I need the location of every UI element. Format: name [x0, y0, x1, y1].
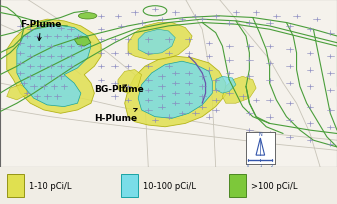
Polygon shape [138, 62, 212, 119]
Polygon shape [74, 37, 91, 47]
Text: 1-10 pCi/L: 1-10 pCi/L [29, 181, 71, 190]
Text: 0: 0 [247, 163, 249, 167]
Polygon shape [138, 30, 175, 55]
Polygon shape [17, 25, 91, 107]
Text: N: N [258, 132, 262, 137]
Text: H-Plume: H-Plume [94, 109, 137, 122]
Polygon shape [7, 85, 27, 100]
Text: >100 pCi/L: >100 pCi/L [251, 181, 298, 190]
Text: 2: 2 [271, 163, 274, 167]
Text: 10-100 pCi/L: 10-100 pCi/L [143, 181, 196, 190]
Text: F-Plume: F-Plume [20, 20, 62, 41]
Polygon shape [118, 70, 142, 94]
Ellipse shape [79, 13, 97, 20]
Bar [229, 175, 246, 197]
Bar [7, 175, 24, 197]
Bar [121, 175, 138, 197]
Polygon shape [128, 23, 192, 60]
Polygon shape [222, 77, 256, 104]
Text: 1: 1 [259, 163, 262, 167]
Text: BG-Plume: BG-Plume [94, 85, 144, 94]
Polygon shape [7, 20, 101, 114]
Polygon shape [125, 57, 226, 127]
Polygon shape [216, 77, 236, 94]
